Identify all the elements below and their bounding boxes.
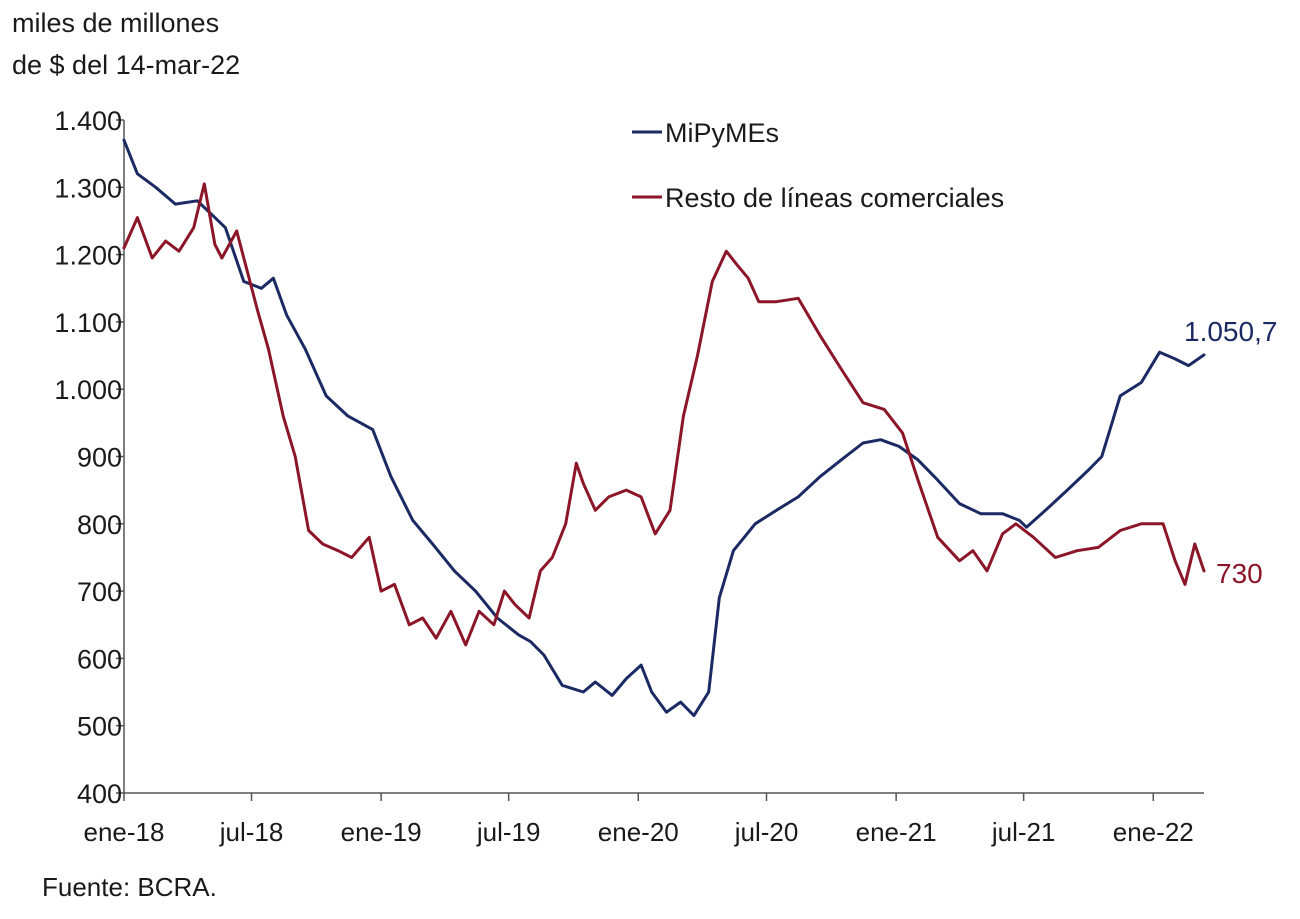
y-tick-label: 1.200 bbox=[54, 241, 122, 271]
x-tick-label: ene-21 bbox=[856, 817, 937, 847]
y-tick-label: 1.400 bbox=[54, 106, 122, 136]
source-note: Fuente: BCRA. bbox=[42, 872, 217, 902]
x-tick-label: ene-20 bbox=[598, 817, 679, 847]
x-tick-label: ene-19 bbox=[341, 817, 422, 847]
y-axis-unit-line-2: de $ del 14-mar-22 bbox=[12, 50, 241, 80]
x-tick-label: jul-21 bbox=[991, 817, 1056, 847]
x-tick-label: jul-19 bbox=[476, 817, 541, 847]
y-tick-label: 900 bbox=[77, 443, 122, 473]
y-tick-label: 800 bbox=[77, 510, 122, 540]
y-axis-unit-line-1: miles de millones bbox=[12, 8, 220, 38]
y-tick-label: 400 bbox=[77, 779, 122, 809]
y-tick-label: 1.300 bbox=[54, 173, 122, 203]
y-tick-label: 1.100 bbox=[54, 308, 122, 338]
legend-label: MiPyMEs bbox=[665, 118, 779, 148]
y-tick-label: 500 bbox=[77, 712, 122, 742]
end-labels: 1.050,7 730 bbox=[1184, 316, 1277, 589]
x-axis: ene-18 jul-18 ene-19 jul-19 ene-20 jul-20 ene-… bbox=[84, 792, 1204, 847]
legend: MiPyMEs Resto de líneas comerciales bbox=[632, 118, 1004, 213]
series-line-2 bbox=[122, 182, 1206, 647]
y-tick-label: 1.000 bbox=[54, 375, 122, 405]
series-line-1 bbox=[122, 138, 1206, 718]
legend-label: Resto de líneas comerciales bbox=[665, 183, 1004, 213]
end-value-label: 730 bbox=[1216, 558, 1263, 589]
series-lines bbox=[122, 138, 1206, 718]
y-axis: 400 500 600 700 800 900 1.000 1.100 1.200 1.300 1.… bbox=[54, 106, 125, 809]
y-tick-label: 600 bbox=[77, 644, 122, 674]
y-tick-label: 700 bbox=[77, 577, 122, 607]
x-tick-label: ene-22 bbox=[1113, 817, 1194, 847]
x-tick-label: jul-20 bbox=[734, 817, 799, 847]
x-tick-label: ene-18 bbox=[84, 817, 165, 847]
end-value-label: 1.050,7 bbox=[1184, 316, 1277, 347]
x-tick-label: jul-18 bbox=[219, 817, 284, 847]
